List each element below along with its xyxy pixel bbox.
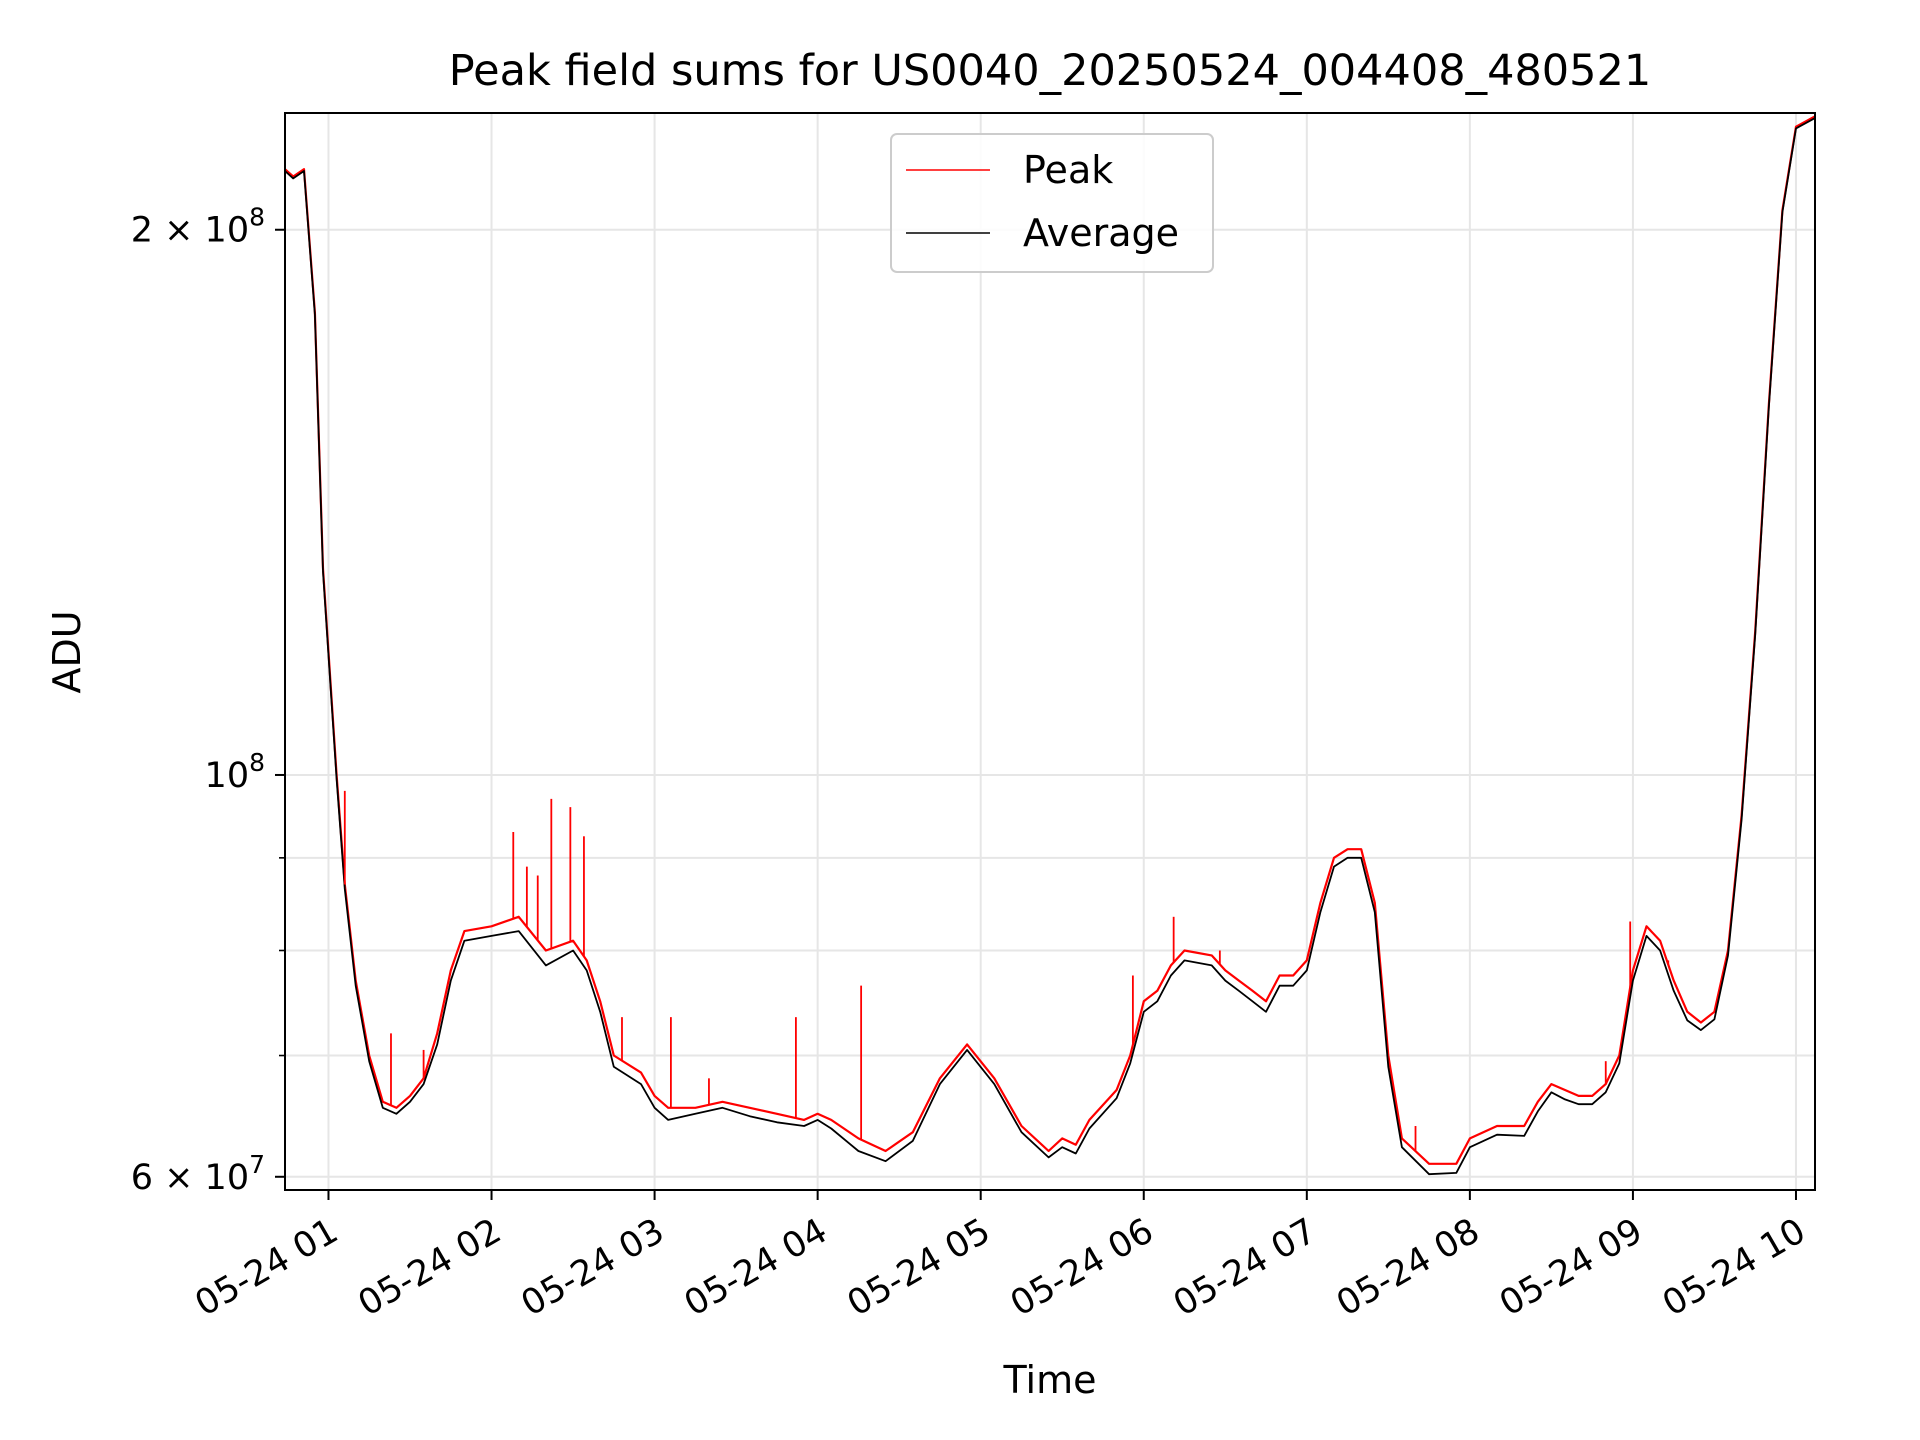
plot-series [284, 115, 1816, 1176]
x-axis-label: Time [1003, 1358, 1097, 1402]
plot-frame [284, 112, 1816, 1191]
gridlines [285, 113, 1815, 1190]
y-axis-ticks: 6 × 107 108 2 × 108 [131, 203, 285, 1198]
y-axis-label: ADU [45, 610, 89, 693]
y-tick-label: 108 [205, 748, 265, 796]
y-tick-label: 2 × 108 [131, 203, 265, 251]
legend-average-label: Average [1023, 211, 1179, 255]
legend-box [890, 133, 1214, 273]
legend: Peak Average [890, 133, 1214, 273]
chart-title: Peak field sums for US0040_20250524_0044… [449, 46, 1652, 96]
legend-peak-label: Peak [1023, 148, 1113, 192]
series-average-line [284, 117, 1816, 1176]
y-tick-label: 6 × 107 [131, 1150, 265, 1198]
